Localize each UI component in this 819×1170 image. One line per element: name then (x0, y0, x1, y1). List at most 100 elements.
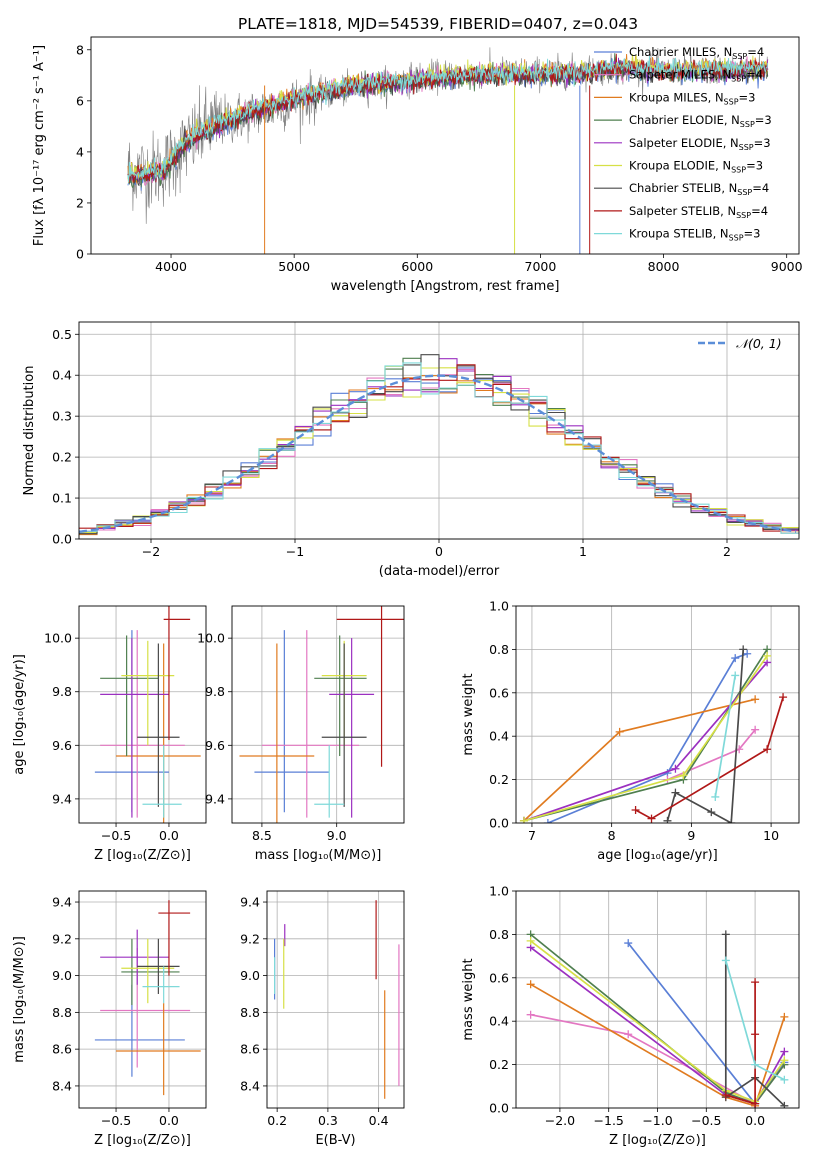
series-marker (751, 1030, 760, 1039)
y-tick-label: 9.4 (240, 895, 260, 910)
y-tick-label: 0.8 (489, 927, 509, 942)
series-marker (707, 808, 716, 817)
y-tick-label: 2 (76, 195, 84, 210)
series-marker (739, 645, 748, 654)
y-tick-label: 9.8 (205, 684, 225, 699)
legend-count: =3 (755, 113, 772, 127)
errorbar-point (100, 929, 169, 985)
series-marker (751, 725, 760, 734)
y-tick-label: 9.4 (52, 791, 72, 806)
x-tick-label: 1 (579, 544, 587, 559)
plot-area (274, 900, 400, 1099)
series-line-kroupa-elodie (530, 940, 786, 1103)
legend-subscript: SSP (736, 211, 751, 220)
axes-frame (266, 890, 405, 1109)
series-line-kroupa-miles (530, 983, 786, 1107)
y-tick-label: 1.0 (489, 884, 509, 899)
residuals-panel: −2 −1 0 1 2 0.0 0.1 0.2 0.3 0.4 0.5 (data-model)/er… (22, 321, 800, 579)
series-marker (671, 788, 680, 797)
y-tick-label: 9.2 (52, 931, 72, 946)
legend-label: Chabrier ELODIE, NSSP=3 (629, 113, 772, 129)
y-tick-label: 0.0 (489, 1101, 509, 1116)
x-tick-label: 2 (723, 544, 731, 559)
errorbar-point (121, 938, 175, 1004)
errorbar-point (100, 635, 159, 757)
x-tick-label: 8 (608, 828, 616, 843)
series-marker (663, 816, 672, 823)
errorbar-point (239, 643, 315, 823)
y-tick-label: 9.0 (52, 968, 72, 983)
legend-subscript: SSP (732, 52, 747, 61)
axes-frame (90, 36, 800, 255)
mass-vs-metallicity-panel: −0.5 0.0 8.4 8.6 8.8 9.0 9.2 9.4 Z [log₁₀(Z/Z⊙)]… (12, 890, 207, 1148)
errorbar-point (116, 1003, 201, 1096)
y-tick-label: 9.2 (240, 931, 260, 946)
x-tick-label: 9 (687, 828, 695, 843)
y-tick-label: 0.4 (489, 729, 509, 744)
x-tick-label: 0.3 (318, 1113, 338, 1128)
series-marker (519, 816, 528, 823)
x-axis-label: age [log₁₀(age/yr)] (597, 848, 718, 863)
y-axis-label: mass weight (461, 673, 476, 755)
normal-curve (79, 374, 797, 533)
errorbar-point (261, 630, 360, 818)
legend-label: Chabrier STELIB, NSSP=4 (629, 181, 769, 197)
series-marker (731, 654, 740, 663)
x-tick-label: 6000 (401, 259, 433, 274)
legend-subscript: SSP (737, 188, 752, 197)
legend-label: 𝒩(0, 1) (736, 336, 782, 351)
y-axis-label: age [log₁₀(age/yr)] (12, 654, 27, 775)
series-line-salpeter-stelib (635, 696, 784, 820)
series-marker (780, 1056, 789, 1065)
legend-count: =3 (744, 227, 761, 241)
series-marker (631, 805, 640, 814)
legend-label: Salpeter STELIB, NSSP=4 (629, 204, 768, 220)
errorbar-point (314, 635, 367, 757)
x-tick-label: 0.0 (745, 1113, 765, 1128)
y-tick-label: 10.0 (44, 631, 72, 646)
series-line-chabrier-elodie (530, 933, 786, 1105)
y-tick-label: 0.3 (52, 409, 72, 424)
series-marker (763, 651, 772, 660)
series-marker (647, 814, 656, 823)
legend-count: =3 (739, 90, 756, 104)
errorbar-point (142, 966, 180, 1004)
series-marker (526, 980, 535, 989)
y-tick-label: 6 (76, 93, 84, 108)
axes-frame (78, 321, 800, 540)
x-tick-label: 9000 (771, 259, 803, 274)
plot-area (94, 606, 201, 823)
legend-count: =4 (747, 45, 764, 59)
errorbar-point (121, 640, 175, 746)
y-tick-label: 8.4 (240, 1078, 260, 1093)
series-line-chabrier-miles (547, 652, 748, 823)
y-tick-label: 0 (76, 247, 84, 262)
x-tick-label: −2.0 (545, 1113, 575, 1128)
x-tick-label: 8.5 (252, 828, 272, 843)
spectrum-panel: 4000 5000 6000 7000 8000 9000 0 2 4 6 8 wavelength … (32, 36, 803, 294)
legend-count: =3 (754, 136, 771, 150)
y-tick-label: 8.6 (52, 1042, 72, 1057)
plot-area (239, 606, 404, 823)
series-line-chabrier-elodie (523, 648, 768, 822)
legend-label: Salpeter MILES, NSSP=4 (629, 68, 763, 84)
x-axis-label: mass [log₁₀(M/M⊙)] (255, 848, 382, 863)
errorbar-point (321, 643, 367, 807)
series-marker (731, 671, 740, 680)
errorbar-point (254, 630, 330, 813)
y-tick-label: 1.0 (489, 599, 509, 614)
x-tick-label: 10 (763, 828, 779, 843)
axes-frame (515, 605, 800, 824)
series-marker (780, 1101, 789, 1108)
series-line-salpeter-elodie (523, 661, 768, 822)
legend-subscript: SSP (731, 166, 746, 175)
spectrum-legend: Chabrier MILES, NSSP=4 Salpeter MILES, NS… (594, 45, 772, 243)
x-tick-label: −0.5 (101, 828, 131, 843)
errorbar-point (100, 630, 185, 818)
errorbar-point (158, 900, 191, 976)
x-axis-label: (data-model)/error (379, 564, 500, 579)
axes-frame (231, 605, 405, 824)
series-marker (727, 819, 736, 823)
x-tick-label: −0.5 (101, 1113, 131, 1128)
